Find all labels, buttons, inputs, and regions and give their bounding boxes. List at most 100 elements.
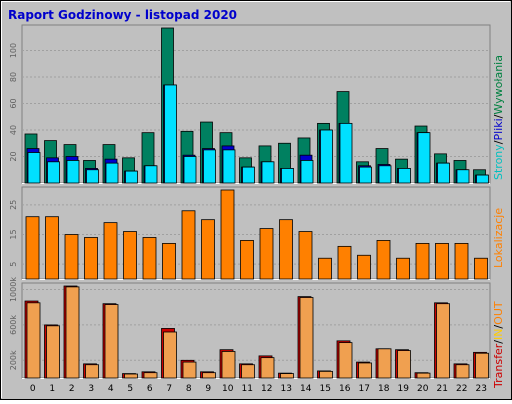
x-tick-label: 7 (166, 384, 172, 394)
bar-lokalizacje (318, 257, 332, 280)
bar-strony (398, 168, 411, 184)
legend-requests: Strony/Pliki/Wywołania (492, 55, 505, 180)
x-tick-label: 13 (281, 384, 292, 394)
bar-strony (378, 165, 392, 184)
panel-1-y-tick-label: 80 (9, 72, 18, 82)
bar-transfer-out (202, 372, 216, 379)
bar-strony (242, 166, 255, 184)
bar-lokalizacje (181, 210, 196, 280)
panel-3-y-tick-label: 600k (9, 315, 18, 335)
x-tick-label: 10 (222, 384, 234, 394)
bar-lokalizacje (123, 231, 137, 280)
bar-lokalizacje (45, 216, 59, 280)
bar-transfer-out (182, 361, 197, 379)
bar-transfer-out (475, 352, 489, 379)
bar-strony (27, 152, 41, 184)
x-tick-label: 16 (339, 384, 351, 394)
x-tick-label: 12 (261, 384, 272, 394)
bar-transfer-out (241, 364, 255, 379)
bar-strony (47, 161, 60, 184)
x-tick-label: 9 (205, 384, 211, 394)
bar-strony (359, 166, 372, 184)
bar-transfer-out (416, 372, 431, 379)
x-tick-label: 23 (476, 384, 487, 394)
bar-lokalizacje (298, 231, 313, 280)
bar-strony (339, 122, 353, 184)
bar-lokalizacje (240, 240, 254, 280)
bar-strony (164, 84, 177, 184)
bar-strony (281, 168, 294, 184)
x-tick-label: 20 (417, 384, 429, 394)
bar-transfer-out (85, 364, 99, 379)
x-tick-label: 8 (186, 384, 192, 394)
bar-lokalizacje (84, 237, 98, 280)
legend-transfer-entry: / (492, 340, 505, 344)
x-tick-label: 17 (359, 384, 370, 394)
bar-lokalizacje (259, 228, 274, 280)
x-tick-label: 1 (49, 384, 55, 394)
bar-lokalizacje (279, 219, 293, 280)
bar-transfer-out (397, 350, 411, 379)
bar-transfer-out (104, 304, 119, 379)
legend-locations: Lokalizacje (492, 208, 505, 268)
bar-strony (144, 165, 158, 184)
bar-strony (222, 149, 236, 184)
bar-lokalizacje (376, 240, 391, 280)
bar-transfer-out (65, 286, 80, 379)
x-tick-label: 6 (147, 384, 153, 394)
legend-requests-entry: Wywołania (492, 55, 505, 115)
x-tick-label: 4 (108, 384, 114, 394)
panel-3-y-tick-label: 1000k (9, 277, 18, 302)
panel-1-y-tick-label: 20 (9, 151, 18, 161)
bar-lokalizacje (435, 242, 449, 280)
bar-strony (300, 160, 314, 184)
bar-lokalizacje (201, 219, 215, 280)
bar-transfer-out (455, 364, 470, 379)
bar-lokalizacje (396, 257, 410, 280)
bar-transfer-out (143, 372, 158, 379)
bar-transfer-out (299, 297, 314, 379)
bar-strony (261, 161, 275, 184)
bar-transfer-out (221, 351, 236, 379)
bar-transfer-out (26, 302, 41, 379)
bar-strony (456, 169, 470, 184)
x-tick-label: 19 (398, 384, 410, 394)
bar-lokalizacje (103, 222, 118, 280)
bar-transfer-out (338, 342, 353, 379)
bar-strony (183, 156, 197, 184)
legend-transfer-entry: Transfer (492, 343, 505, 389)
x-tick-label: 21 (437, 384, 448, 394)
x-tick-label: 22 (456, 384, 467, 394)
legend-transfer-entry: IN (492, 329, 505, 340)
bar-lokalizacje (25, 216, 40, 280)
bar-lokalizacje (357, 254, 371, 280)
panel-1-y-tick-label: 60 (9, 98, 18, 108)
bar-strony (66, 160, 80, 184)
bar-strony (476, 174, 489, 184)
legend-transfer: Transfer/IN/OUT (492, 301, 505, 389)
legend-requests-entry: / (492, 114, 505, 118)
bar-strony (437, 162, 450, 184)
panel-3-plot-area (21, 282, 491, 379)
bar-lokalizacje (415, 242, 430, 280)
x-tick-label: 2 (69, 384, 75, 394)
bar-lokalizacje (64, 234, 79, 280)
bar-transfer-out (319, 370, 333, 379)
panel-3-y-tick-label: 200k (9, 350, 18, 370)
panel-1-y-tick-label: 40 (9, 125, 18, 135)
legend-requests-entry: Pliki (492, 118, 505, 140)
bar-lokalizacje (337, 245, 352, 280)
legend-requests-entry: Strony (492, 144, 505, 180)
bar-lokalizacje (454, 242, 469, 280)
bar-strony (417, 132, 431, 184)
panel-2-y-tick-label: 5 (9, 262, 18, 267)
legend-requests-entry: / (492, 140, 505, 144)
x-tick-label: 14 (300, 384, 312, 394)
bar-lokalizacje (162, 242, 176, 280)
bar-lokalizacje (142, 237, 157, 280)
panel-1-y-tick-label: 100 (9, 43, 18, 58)
legend-transfer-entry: / (492, 325, 505, 329)
legend-locations-entry: Lokalizacje (492, 208, 505, 268)
